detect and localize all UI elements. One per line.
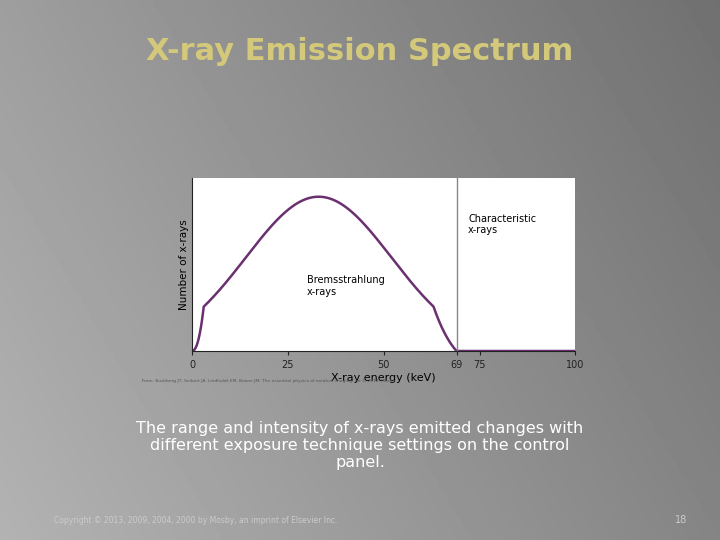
Text: X-ray Emission Spectrum: X-ray Emission Spectrum (146, 37, 574, 66)
Text: 18: 18 (675, 515, 688, 525)
Text: Copyright © 2013, 2009, 2004, 2000 by Mosby, an imprint of Elsevier Inc.: Copyright © 2013, 2009, 2004, 2000 by Mo… (54, 516, 338, 525)
Text: Characteristic
x-rays: Characteristic x-rays (468, 214, 536, 235)
Y-axis label: Number of x-rays: Number of x-rays (179, 219, 189, 310)
Text: The range and intensity of x-rays emitted changes with
different exposure techni: The range and intensity of x-rays emitte… (136, 421, 584, 470)
Text: Bremsstrahlung
x-rays: Bremsstrahlung x-rays (307, 275, 385, 297)
X-axis label: X-ray energy (keV): X-ray energy (keV) (331, 373, 436, 383)
Text: From: Bushberg JT, Seibert JA, Leidholdt EM, Boone JM: The essential physics of : From: Bushberg JT, Seibert JA, Leidholdt… (142, 380, 396, 383)
